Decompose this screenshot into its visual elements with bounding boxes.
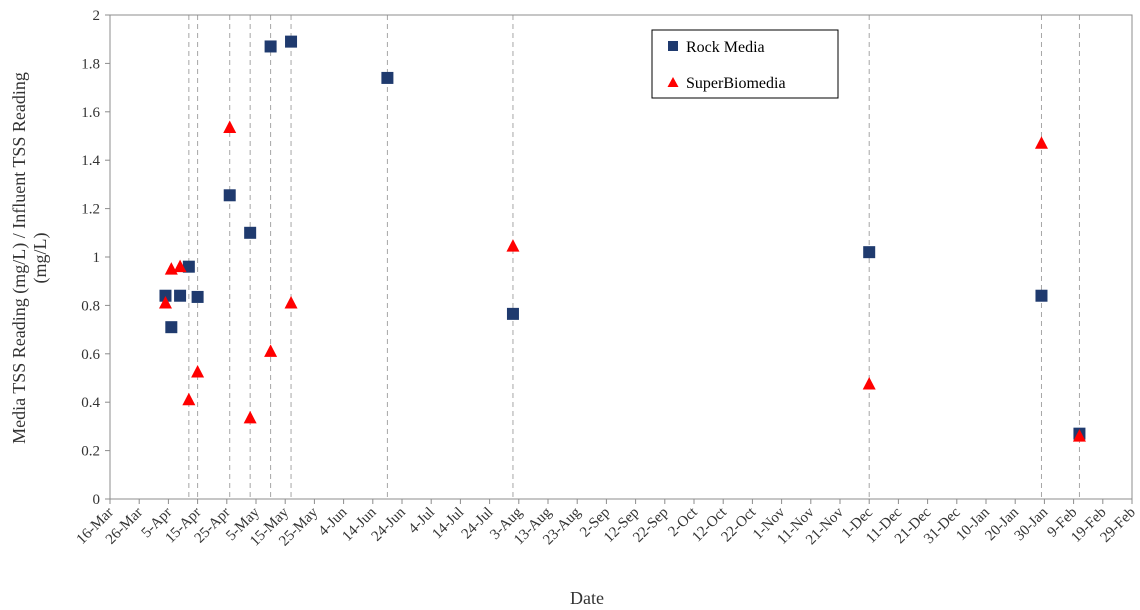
y-axis-title-line-1: Media TSS Reading (mg/L) / Influent TSS … xyxy=(9,72,30,444)
y-tick-label-7: 1.4 xyxy=(81,153,100,169)
rock-media-point-5 xyxy=(223,189,236,202)
y-tick-label-3: 0.6 xyxy=(81,347,100,363)
x-tick-label-10: 24-Jun xyxy=(369,504,410,545)
y-tick-label-9: 1.8 xyxy=(81,56,100,72)
rock-media-point-8 xyxy=(285,35,298,48)
x-tick-label-12: 14-Jul xyxy=(429,505,467,543)
rock-media-point-6 xyxy=(244,226,257,239)
superbiomedia-point-10 xyxy=(862,377,876,390)
y-axis-title: Media TSS Reading (mg/L) / Influent TSS … xyxy=(9,72,51,444)
superbiomedia-point-9 xyxy=(506,239,520,252)
rock-media-point-7 xyxy=(264,40,277,53)
y-tick-label-8: 1.6 xyxy=(81,105,100,121)
rock-media-point-4 xyxy=(191,290,204,303)
legend-marker-superbiomedia xyxy=(667,77,679,87)
superbiomedia-point-8 xyxy=(284,295,298,309)
superbiomedia-point-12 xyxy=(1072,429,1086,442)
rock-media-point-3 xyxy=(182,260,195,273)
legend-label-rock-media: Rock Media xyxy=(686,39,765,56)
rock-media-point-9 xyxy=(381,71,394,84)
rock-media-point-1 xyxy=(165,321,178,334)
y-tick-label-10: 2 xyxy=(93,8,101,24)
y-tick-label-6: 1.2 xyxy=(81,202,100,218)
rock-media-point-12 xyxy=(1035,289,1048,302)
superbiomedia-point-11 xyxy=(1034,136,1048,149)
y-tick-label-1: 0.2 xyxy=(81,444,100,460)
rock-media-point-0 xyxy=(159,289,172,302)
data-points xyxy=(158,35,1086,442)
rock-media-point-2 xyxy=(174,289,187,302)
superbiomedia-point-3 xyxy=(182,392,196,406)
superbiomedia-point-7 xyxy=(264,344,278,357)
superbiomedia-point-5 xyxy=(223,120,237,134)
superbiomedia-point-6 xyxy=(243,410,257,424)
x-axis: 16-Mar26-Mar5-Apr15-Apr25-Apr5-May15-May… xyxy=(74,499,1139,549)
y-axis-title-line-2: (mg/L) xyxy=(30,233,51,284)
x-axis-title: Date xyxy=(570,588,604,608)
vertical-reference-lines xyxy=(188,15,1080,499)
rock-media-point-11 xyxy=(863,246,876,259)
rock-media-point-10 xyxy=(506,307,519,320)
legend: Rock Media SuperBiomedia xyxy=(651,29,839,99)
y-tick-label-5: 1 xyxy=(93,250,101,266)
y-tick-label-2: 0.4 xyxy=(81,395,100,411)
plot-area-border xyxy=(109,14,1133,500)
y-tick-label-0: 0 xyxy=(93,492,101,508)
legend-marker-rock-media xyxy=(668,41,678,51)
y-axis: 0 0.2 0.4 0.6 0.8 1 1.2 1.4 1.6 1.8 2 xyxy=(81,8,110,508)
y-tick-label-4: 0.8 xyxy=(81,298,100,314)
x-tick-label-22: 22-Oct xyxy=(718,504,759,545)
x-tick-label-13: 24-Jul xyxy=(459,505,497,543)
superbiomedia-point-4 xyxy=(191,364,205,378)
superbiomedia-point-2 xyxy=(173,259,187,273)
legend-box xyxy=(651,29,839,99)
x-tick-label-32: 30-Jan xyxy=(1012,504,1052,544)
legend-label-superbiomedia: SuperBiomedia xyxy=(686,75,786,92)
superbiomedia-point-0 xyxy=(158,295,172,309)
